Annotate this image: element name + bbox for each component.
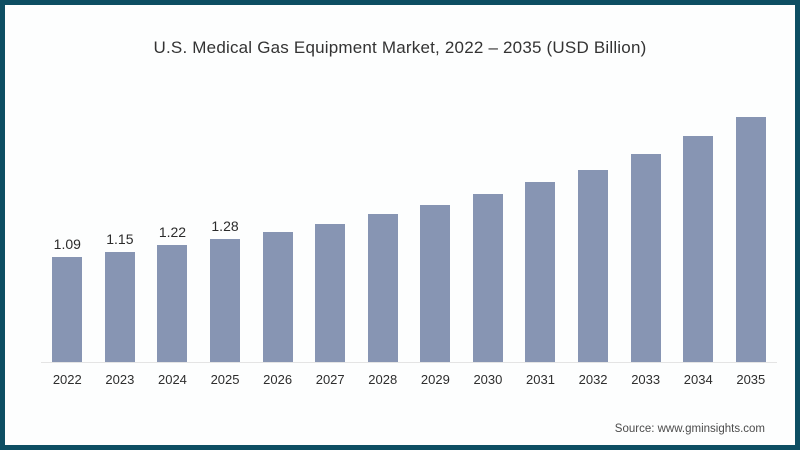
bar-value-label: 1.09 [53,236,81,253]
bars-container: 1.09 1.15 1.22 1.28 [41,90,777,362]
x-tick-label: 2022 [52,372,82,387]
bar-column: 1.28 [199,90,252,362]
bar-column [462,90,515,362]
bar-column [514,90,567,362]
x-tick-label: 2029 [420,372,450,387]
bar [210,239,241,362]
bar [735,117,766,362]
x-tick-label: 2028 [368,372,398,387]
bar-column [409,90,462,362]
bar-column: 1.15 [94,90,147,362]
bar [52,257,83,362]
x-axis-line [41,362,777,363]
bar-column [356,90,409,362]
bar-value-label: 1.15 [106,230,134,247]
bar [420,204,451,362]
bar [472,194,503,362]
bar-column: 1.22 [146,90,199,362]
x-tick-label: 2030 [473,372,503,387]
bar [683,136,714,362]
bar-column: 1.09 [41,90,94,362]
x-tick-label: 2027 [315,372,345,387]
bar-column [619,90,672,362]
chart-title: U.S. Medical Gas Equipment Market, 2022 … [153,38,647,57]
bar-column [304,90,357,362]
x-axis-labels: 2022 2023 2024 2025 2026 2027 2028 2029 2030 2031… [41,363,777,387]
plot-area: 1.09 1.15 1.22 1.28 2022 2023 2024 2025 2026 202… [41,90,777,387]
bar [525,182,556,362]
x-tick-label: 2032 [578,372,608,387]
x-tick-label: 2023 [105,372,135,387]
bar-column [725,90,778,362]
bar-value-label: 1.28 [211,218,239,235]
bar-column [251,90,304,362]
x-tick-label: 2031 [526,372,555,387]
x-tick-label: 2026 [263,372,293,387]
x-tick-label: 2033 [631,372,661,387]
bar-column [672,90,725,362]
x-tick-label: 2035 [736,372,766,387]
bar [315,223,346,362]
bar [262,232,293,362]
source-text: Source: www.gminsights.com [614,423,765,435]
x-tick-label: 2024 [157,372,187,387]
bar [630,153,661,362]
bar [104,251,135,362]
bar [157,244,188,362]
x-tick-label: 2034 [683,372,713,387]
x-tick-label: 2025 [210,372,240,387]
bar [367,214,398,362]
bar [578,170,609,362]
bar-value-label: 1.22 [158,223,187,240]
bar-column [567,90,620,362]
